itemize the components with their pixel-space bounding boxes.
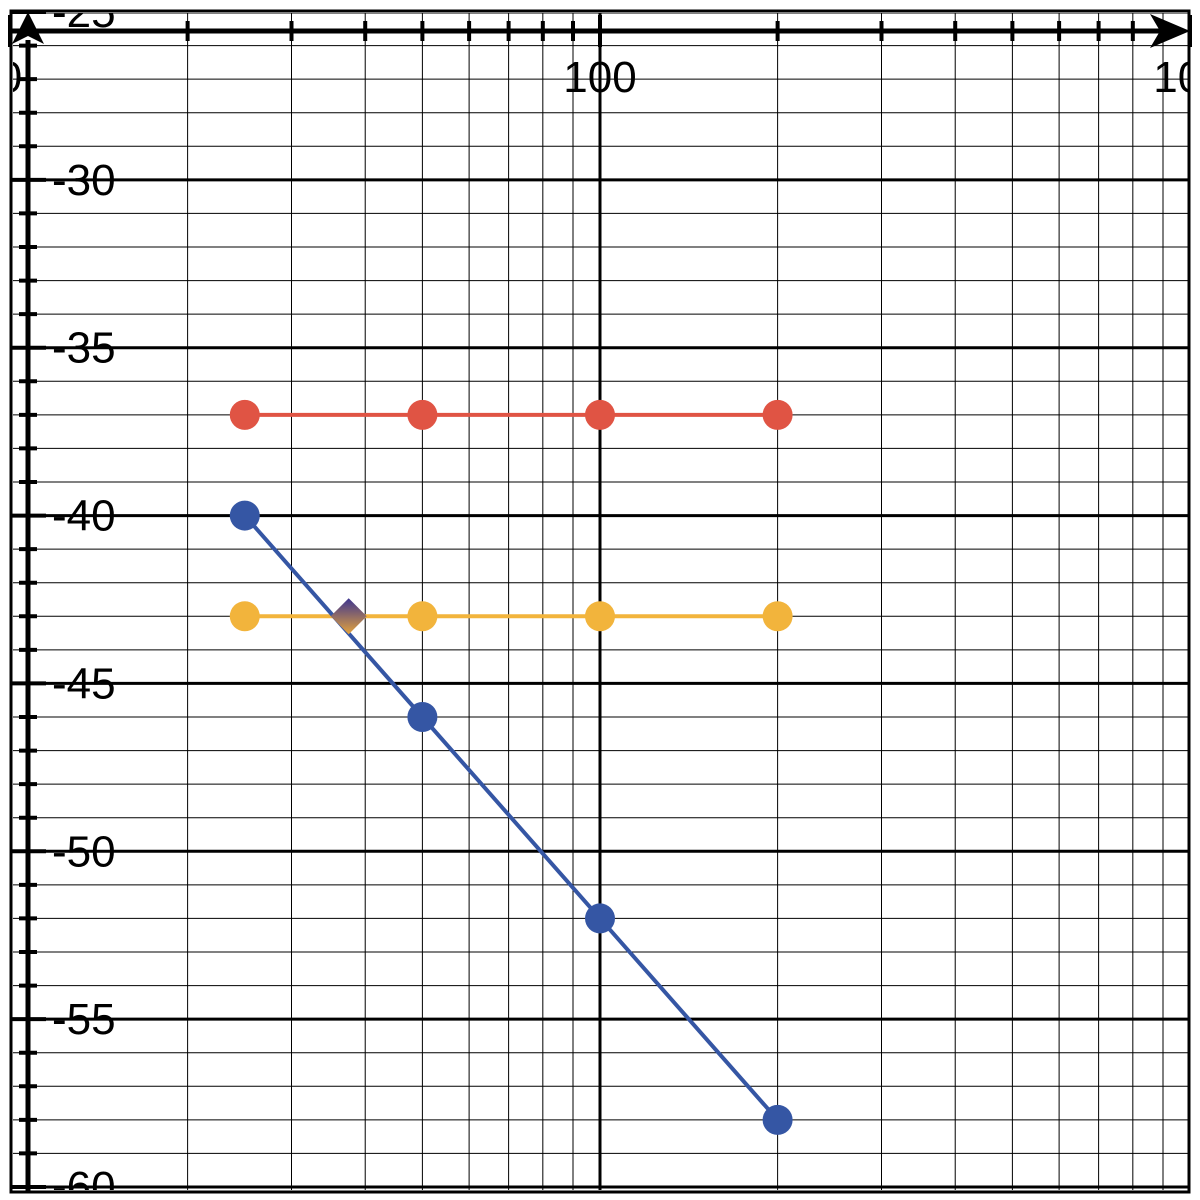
- x-tick-label: 100: [563, 53, 636, 102]
- data-point: [407, 399, 438, 430]
- intersection-diamond-marker: [330, 598, 367, 635]
- data-point: [407, 601, 438, 632]
- data-point: [229, 601, 260, 632]
- y-tick-label: -45: [52, 659, 116, 708]
- data-point: [762, 601, 793, 632]
- y-tick-label: -55: [52, 995, 116, 1044]
- data-point: [762, 399, 793, 430]
- x-tick-label: 0: [0, 53, 22, 102]
- grid: [13, 13, 1188, 1190]
- y-tick-label: -35: [52, 324, 116, 373]
- x-tick-label: 100: [1153, 53, 1200, 102]
- annotations: [330, 598, 367, 635]
- y-tick-label: -50: [52, 827, 116, 876]
- data-point: [585, 601, 615, 632]
- data-point: [585, 903, 615, 934]
- data-point: [229, 500, 260, 531]
- data-point: [407, 702, 438, 732]
- y-tick-label: -40: [52, 492, 116, 541]
- y-axis-arrow: [12, 12, 44, 44]
- plot-frame: [9, 9, 1191, 1194]
- data-point: [229, 399, 260, 430]
- data-point: [585, 399, 615, 430]
- data-point: [762, 1104, 793, 1135]
- y-tick-label: -60: [52, 1163, 116, 1200]
- y-tick-label: -30: [52, 156, 116, 205]
- series: [229, 399, 793, 1135]
- y-tick-label: -25: [52, 0, 116, 37]
- x-axis-arrow: [1150, 14, 1190, 48]
